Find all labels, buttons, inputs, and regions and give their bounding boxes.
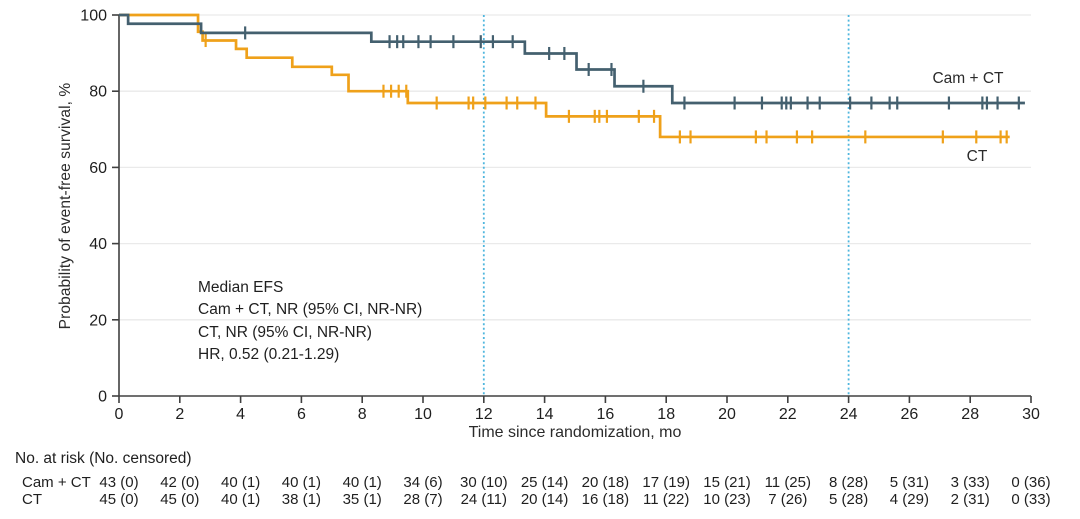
x-tick-label-18: 18 xyxy=(657,406,675,423)
risk-cell: 43 (0) xyxy=(99,474,139,491)
risk-cell: 5 (28) xyxy=(829,491,869,508)
annotation-median-efs: Median EFS xyxy=(198,279,284,296)
x-tick-label-20: 20 xyxy=(718,406,736,423)
risk-cell: 5 (31) xyxy=(889,474,929,491)
x-tick-label-8: 8 xyxy=(358,406,367,423)
x-tick-label-14: 14 xyxy=(536,406,554,423)
risk-cell: 24 (11) xyxy=(460,491,507,508)
x-tick-label-12: 12 xyxy=(475,406,493,423)
x-tick-label-2: 2 xyxy=(175,406,184,423)
x-tick-label-6: 6 xyxy=(297,406,306,423)
risk-cell: 38 (1) xyxy=(281,491,321,508)
annotation-ct-median: CT, NR (95% CI, NR-NR) xyxy=(198,323,372,341)
y-tick-label-40: 40 xyxy=(89,236,107,253)
risk-cell: 40 (1) xyxy=(342,474,382,491)
y-tick-label-20: 20 xyxy=(89,312,107,329)
risk-cell: 40 (1) xyxy=(281,474,321,491)
x-tick-label-16: 16 xyxy=(597,406,615,423)
y-tick-label-80: 80 xyxy=(89,84,107,101)
risk-cell: 2 (31) xyxy=(950,491,990,508)
risk-row-label: CT xyxy=(22,491,42,508)
x-tick-label-24: 24 xyxy=(840,406,858,423)
risk-cell: 10 (23) xyxy=(703,491,751,508)
annotation-hazard-ratio: HR, 0.52 (0.21-1.29) xyxy=(198,346,340,364)
km-curve-ct xyxy=(119,13,1010,139)
series-ct xyxy=(119,13,1010,144)
y-tick-label-0: 0 xyxy=(98,389,107,406)
curve-label-cam-ct: Cam + CT xyxy=(932,70,1004,87)
censor-ticks-ct xyxy=(204,34,1008,144)
x-tick-label-22: 22 xyxy=(779,406,797,423)
risk-cell: 7 (26) xyxy=(768,491,808,508)
risk-cell: 3 (33) xyxy=(950,474,990,491)
risk-cell: 16 (18) xyxy=(581,491,630,508)
x-axis-title: Time since randomization, mo xyxy=(468,424,682,441)
risk-cell: 20 (14) xyxy=(520,491,569,508)
series-cam-ct xyxy=(119,13,1025,110)
y-axis-title: Probability of event-free survival, % xyxy=(57,82,74,330)
risk-cell: 11 (25) xyxy=(764,474,811,491)
risk-cell: 0 (36) xyxy=(1011,474,1051,491)
risk-cell: 34 (6) xyxy=(403,474,443,491)
risk-table-title: No. at risk (No. censored) xyxy=(15,450,192,467)
risk-cell: 42 (0) xyxy=(160,474,200,491)
risk-row-label: Cam + CT xyxy=(22,474,91,491)
curve-label-ct: CT xyxy=(966,148,988,165)
risk-cell: 45 (0) xyxy=(160,491,200,508)
x-tick-label-0: 0 xyxy=(115,406,124,423)
risk-cell: 28 (7) xyxy=(403,491,443,508)
risk-cell: 4 (29) xyxy=(889,491,929,508)
risk-cell: 45 (0) xyxy=(99,491,139,508)
y-tick-label-60: 60 xyxy=(89,160,107,177)
risk-cell: 0 (33) xyxy=(1011,491,1051,508)
x-tick-label-30: 30 xyxy=(1022,406,1040,423)
risk-cell: 15 (21) xyxy=(703,474,751,491)
annotation-cam-ct-median: Cam + CT, NR (95% CI, NR-NR) xyxy=(198,301,423,319)
risk-cell: 17 (19) xyxy=(642,474,690,491)
risk-cell: 20 (18) xyxy=(581,474,630,491)
axes xyxy=(112,14,1032,403)
risk-cell: 30 (10) xyxy=(460,474,508,491)
x-tick-label-26: 26 xyxy=(901,406,919,423)
x-tick-label-4: 4 xyxy=(236,406,245,423)
gridlines xyxy=(119,14,1031,321)
risk-cell: 40 (1) xyxy=(221,491,261,508)
y-tick-label-100: 100 xyxy=(80,8,107,25)
risk-cell: 40 (1) xyxy=(221,474,261,491)
risk-cell: 8 (28) xyxy=(829,474,869,491)
risk-cell: 35 (1) xyxy=(342,491,382,508)
risk-cell: 25 (14) xyxy=(520,474,569,491)
x-tick-label-28: 28 xyxy=(961,406,979,423)
stats-annotation: Median EFS Cam + CT, NR (95% CI, NR-NR) … xyxy=(198,277,422,367)
censor-ticks-cam-ct xyxy=(244,26,1020,110)
risk-cell: 11 (22) xyxy=(642,491,690,508)
x-tick-label-10: 10 xyxy=(414,406,432,423)
